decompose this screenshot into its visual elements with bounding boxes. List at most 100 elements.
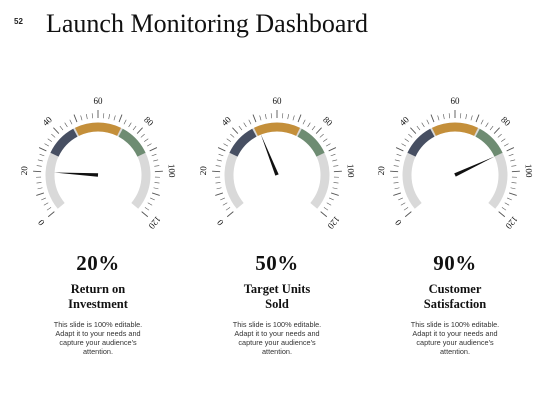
gauge-minor-tick	[216, 159, 222, 162]
gauge-minor-tick	[503, 143, 509, 147]
gauge-minor-tick	[123, 119, 127, 125]
gauge-band-mid	[253, 122, 301, 136]
gauge-card-roi: 0 20 40 60 80 100 120 20% Return on Investment…	[8, 80, 188, 410]
gauge-minor-tick	[128, 122, 132, 128]
gauge-minor-tick	[333, 182, 339, 184]
gauge-tick-label: 100	[345, 164, 356, 179]
gauge-tick-label: 80	[499, 114, 513, 128]
gauge-band-high	[118, 128, 146, 157]
gauge-minor-tick	[470, 115, 473, 121]
gauge-minor-tick	[393, 165, 399, 167]
gauge-dial: 0 20 40 60 80 100 120	[376, 96, 534, 231]
gauge-minor-tick	[259, 115, 262, 121]
gauge-major-tick	[297, 114, 302, 123]
gauge-major-tick	[73, 114, 78, 123]
gauge-needle	[260, 134, 279, 176]
page-title: Launch Monitoring Dashboard	[46, 9, 369, 38]
gauge-label-line: Target Units	[243, 282, 311, 296]
gauge-minor-tick	[511, 165, 517, 167]
gauge-minor-tick	[426, 119, 430, 125]
gauge-label-line: Customer	[428, 282, 482, 296]
description-line: attention.	[261, 347, 293, 356]
gauge-tick-label: 120	[325, 214, 342, 231]
gauge-minor-tick	[215, 182, 221, 184]
gauge-minor-tick	[480, 119, 484, 125]
gauge-minor-tick	[132, 125, 137, 131]
gauge-major-tick	[151, 192, 160, 196]
gauge-minor-tick	[485, 122, 489, 128]
gauge-minor-tick	[323, 138, 328, 142]
gauge-minor-tick	[307, 122, 311, 128]
gauge-label-line: Investment	[68, 297, 128, 311]
gauge-minor-tick	[394, 187, 400, 190]
gauge-minor-tick	[51, 133, 56, 138]
gauge-label: Customer Satisfaction	[365, 282, 545, 312]
gauge-minor-tick	[437, 115, 440, 121]
gauge-minor-tick	[326, 202, 332, 206]
gauge-major-tick	[430, 114, 435, 123]
gauge-major-tick	[217, 147, 226, 152]
gauge-minor-tick	[86, 114, 88, 120]
gauge-minor-tick	[465, 114, 467, 120]
gauge-minor-tick	[248, 119, 252, 125]
gauge-minor-tick	[332, 187, 338, 190]
gauge-minor-tick	[323, 207, 329, 211]
gauge-minor-tick	[243, 122, 247, 128]
gauge-major-tick	[47, 211, 55, 218]
gauge-minor-tick	[504, 202, 510, 206]
gauge-minor-tick	[292, 115, 295, 121]
gauge-minor-tick	[319, 133, 324, 138]
gauge-minor-tick	[151, 153, 157, 157]
gauge-card-satisfaction: 0 20 40 60 80 100 120 90% Customer Satisfactio…	[365, 80, 545, 410]
gauge-minor-tick	[80, 115, 83, 121]
gauge-minor-tick	[396, 153, 402, 157]
gauge-major-tick	[395, 147, 404, 152]
gauge-major-tick	[38, 147, 47, 152]
gauge-minor-tick	[153, 187, 159, 190]
gauge-label-line: Satisfaction	[423, 297, 487, 311]
gauge-tick-label: 40	[398, 114, 412, 128]
gauge-minor-tick	[69, 119, 73, 125]
gauge-minor-tick	[225, 207, 231, 211]
gauge-minor-tick	[510, 187, 516, 190]
gauge-minor-tick	[59, 125, 64, 131]
gauge-band-mid	[431, 122, 479, 136]
gauge-band-low	[50, 128, 78, 157]
gauge-minor-tick	[146, 143, 152, 147]
gauge-minor-tick	[46, 207, 52, 211]
gauge-minor-tick	[36, 182, 42, 184]
gauge-tick-label: 40	[41, 114, 55, 128]
gauge-major-tick	[506, 147, 515, 152]
gauge-tick-label: 60	[94, 96, 104, 106]
gauge-major-tick	[149, 147, 158, 152]
gauge-minor-tick	[302, 119, 306, 125]
gauge-minor-tick	[443, 114, 445, 120]
description-line: Adapt it to your needs and	[234, 329, 320, 338]
gauge-needle	[454, 156, 495, 177]
gauge-minor-tick	[36, 165, 42, 167]
gauge-minor-tick	[332, 159, 338, 162]
gauge-tick-label: 20	[19, 165, 30, 175]
gauge-minor-tick	[311, 125, 316, 131]
gauge-minor-tick	[147, 202, 153, 206]
gauge-minor-tick	[329, 197, 334, 201]
gauge-major-tick	[330, 192, 339, 196]
description-line: capture your audience's	[59, 338, 137, 347]
gauge-minor-tick	[238, 125, 243, 131]
gauge-minor-tick	[223, 143, 229, 147]
gauge-minor-tick	[408, 133, 413, 138]
gauge-tick-label: 0	[393, 217, 404, 227]
gauge-minor-tick	[39, 153, 45, 157]
gauge-minor-tick	[507, 197, 512, 201]
gauge-minor-tick	[215, 165, 221, 167]
gauge-minor-tick	[265, 114, 267, 120]
gauge-major-tick	[320, 211, 328, 218]
gauge-minor-tick	[489, 125, 494, 131]
gauge-tick-label: 0	[215, 217, 226, 227]
gauge-major-tick	[252, 114, 257, 123]
gauge-tick-label: 60	[451, 96, 461, 106]
gauge-minor-tick	[501, 138, 506, 142]
gauge-minor-tick	[325, 143, 331, 147]
gauge-minor-tick	[393, 182, 399, 184]
gauge-minor-tick	[64, 122, 68, 128]
